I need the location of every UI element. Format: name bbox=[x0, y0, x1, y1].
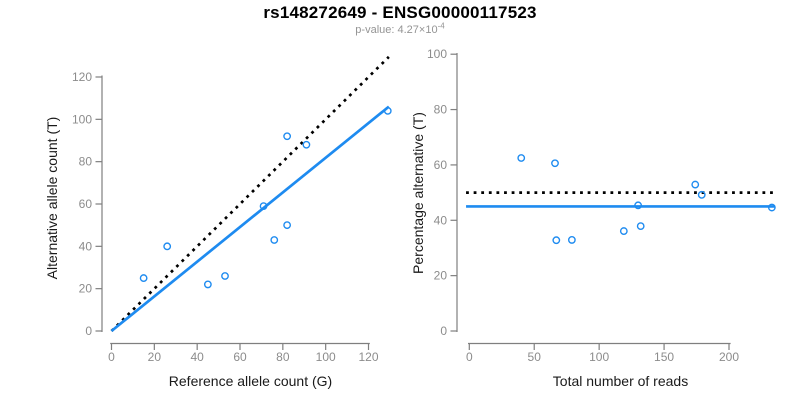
data-point bbox=[163, 242, 172, 251]
figure-title: rs148272649 - ENSG00000117523 bbox=[263, 3, 537, 22]
x-tick-label: 20 bbox=[148, 350, 162, 364]
y-tick-label: 40 bbox=[79, 239, 93, 253]
data-point bbox=[691, 180, 700, 189]
y-tick-label: 60 bbox=[79, 197, 93, 211]
y-tick-label: 0 bbox=[85, 324, 92, 338]
fit-line bbox=[110, 105, 390, 333]
data-point bbox=[697, 190, 706, 199]
x-tick-label: 40 bbox=[190, 350, 204, 364]
data-point bbox=[302, 140, 311, 149]
data-point bbox=[634, 201, 643, 210]
data-point bbox=[203, 280, 212, 289]
pvalue-subtitle: p-value: 4.27×10-4 bbox=[0, 21, 800, 36]
data-point bbox=[517, 154, 526, 162]
y-tick-label: 0 bbox=[440, 324, 447, 338]
data-point bbox=[221, 272, 229, 280]
x-tick-label: 60 bbox=[233, 350, 247, 364]
x-tick-label: 150 bbox=[654, 350, 674, 364]
y-tick-label: 20 bbox=[434, 269, 448, 283]
x-axis-title: Total number of reads bbox=[553, 373, 688, 389]
x-tick-label: 0 bbox=[466, 350, 473, 364]
y-tick-label: 100 bbox=[427, 47, 447, 61]
y-tick-label: 40 bbox=[434, 213, 448, 227]
data-point bbox=[283, 221, 292, 230]
data-point bbox=[767, 203, 776, 212]
data-point bbox=[551, 159, 559, 168]
identity-line bbox=[110, 55, 390, 332]
y-tick-label: 100 bbox=[72, 112, 92, 126]
data-point bbox=[636, 222, 645, 230]
data-point bbox=[259, 202, 268, 211]
pvalue-exponent: -4 bbox=[437, 21, 445, 31]
y-tick-label: 80 bbox=[79, 155, 93, 169]
data-point bbox=[567, 236, 576, 244]
data-point bbox=[619, 227, 628, 235]
x-tick-label: 200 bbox=[719, 350, 739, 364]
data-point bbox=[270, 236, 279, 244]
x-tick-label: 0 bbox=[108, 350, 115, 364]
x-tick-label: 100 bbox=[589, 350, 609, 364]
y-tick-label: 20 bbox=[79, 282, 93, 296]
y-tick-label: 80 bbox=[434, 103, 448, 117]
pvalue-text: p-value: 4.27×10 bbox=[355, 24, 438, 36]
x-tick-label: 80 bbox=[276, 350, 290, 364]
x-tick-label: 120 bbox=[358, 350, 378, 364]
data-point bbox=[383, 106, 392, 115]
data-point bbox=[552, 236, 561, 245]
x-tick-label: 100 bbox=[316, 350, 336, 364]
x-axis-title: Reference allele count (G) bbox=[169, 373, 332, 389]
y-tick-label: 60 bbox=[434, 158, 448, 172]
y-axis-title: Percentage alternative (T) bbox=[410, 112, 426, 274]
data-point bbox=[283, 132, 292, 141]
y-tick-label: 120 bbox=[72, 70, 92, 84]
x-tick-label: 50 bbox=[528, 350, 542, 364]
y-axis-title: Alternative allele count (T) bbox=[44, 117, 60, 280]
data-point bbox=[139, 274, 148, 282]
